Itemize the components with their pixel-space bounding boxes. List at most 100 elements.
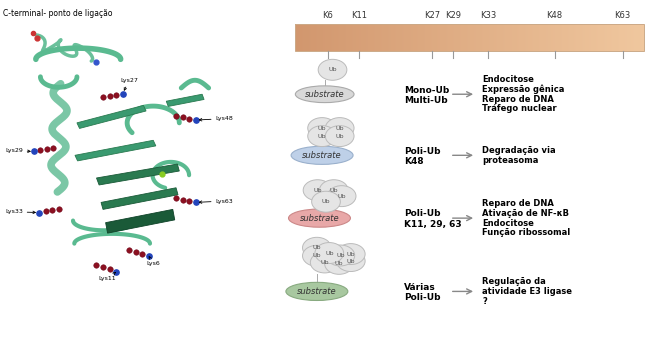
Text: Ub: Ub xyxy=(312,245,321,250)
Bar xyxy=(529,24,531,51)
Text: K29: K29 xyxy=(445,11,462,20)
Bar xyxy=(312,24,314,51)
Bar xyxy=(456,24,458,51)
Bar xyxy=(624,24,625,51)
Bar xyxy=(571,24,572,51)
Bar xyxy=(525,24,526,51)
Text: Multi-Ub: Multi-Ub xyxy=(404,96,448,105)
Bar xyxy=(636,24,638,51)
Bar xyxy=(355,24,357,51)
Ellipse shape xyxy=(318,59,347,80)
Bar xyxy=(325,24,326,51)
Text: Ub: Ub xyxy=(334,261,344,266)
Ellipse shape xyxy=(336,251,365,272)
Bar xyxy=(626,24,627,51)
Ellipse shape xyxy=(325,253,353,274)
Bar xyxy=(446,24,447,51)
Bar xyxy=(560,24,561,51)
Polygon shape xyxy=(166,94,204,106)
Bar xyxy=(367,24,368,51)
Bar xyxy=(384,24,385,51)
Bar xyxy=(539,24,540,51)
Bar xyxy=(577,24,578,51)
Bar xyxy=(590,24,591,51)
Bar xyxy=(535,24,537,51)
Bar xyxy=(501,24,503,51)
Bar xyxy=(514,24,516,51)
Ellipse shape xyxy=(291,146,353,164)
Bar xyxy=(619,24,620,51)
Text: Ub: Ub xyxy=(321,199,331,204)
Bar xyxy=(480,24,481,51)
Bar xyxy=(483,24,484,51)
Text: Reparo de DNA: Reparo de DNA xyxy=(482,95,554,104)
Bar xyxy=(555,24,556,51)
Text: Lys63: Lys63 xyxy=(200,199,233,203)
Bar xyxy=(469,24,470,51)
Bar xyxy=(503,24,504,51)
Bar xyxy=(319,24,320,51)
Bar xyxy=(323,24,324,51)
Bar xyxy=(412,24,413,51)
Text: proteasoma: proteasoma xyxy=(482,156,539,165)
Bar xyxy=(335,24,336,51)
Bar xyxy=(526,24,527,51)
Bar xyxy=(458,24,460,51)
Text: K48: K48 xyxy=(546,11,563,20)
Bar xyxy=(396,24,397,51)
Bar xyxy=(621,24,623,51)
Bar xyxy=(537,24,538,51)
Bar xyxy=(505,24,507,51)
Bar xyxy=(317,24,318,51)
Bar xyxy=(375,24,376,51)
Ellipse shape xyxy=(336,244,365,265)
Bar xyxy=(340,24,341,51)
Bar xyxy=(600,24,602,51)
Bar xyxy=(561,24,562,51)
Bar xyxy=(295,24,296,51)
Bar xyxy=(485,24,486,51)
Bar xyxy=(376,24,378,51)
Bar xyxy=(397,24,398,51)
Bar xyxy=(348,24,349,51)
Bar xyxy=(346,24,347,51)
Bar xyxy=(431,24,432,51)
Bar xyxy=(490,24,491,51)
Bar xyxy=(334,24,335,51)
Bar xyxy=(421,24,422,51)
Bar xyxy=(362,24,363,51)
Bar xyxy=(405,24,406,51)
Bar xyxy=(629,24,630,51)
Bar xyxy=(308,24,310,51)
Text: Mono-Ub: Mono-Ub xyxy=(404,86,449,95)
Bar xyxy=(430,24,431,51)
Text: Ub: Ub xyxy=(346,252,355,257)
Bar xyxy=(324,24,325,51)
Bar xyxy=(523,24,524,51)
Text: K11, 29, 63: K11, 29, 63 xyxy=(404,220,462,229)
Bar xyxy=(411,24,412,51)
Bar xyxy=(333,24,334,51)
Bar xyxy=(347,24,348,51)
Bar xyxy=(445,24,446,51)
Bar xyxy=(442,24,443,51)
Bar xyxy=(448,24,449,51)
Bar xyxy=(639,24,640,51)
Ellipse shape xyxy=(310,252,339,273)
Bar xyxy=(509,24,510,51)
Text: K11: K11 xyxy=(351,11,367,20)
Text: Ub: Ub xyxy=(313,188,322,193)
Bar xyxy=(366,24,367,51)
Ellipse shape xyxy=(327,186,356,207)
Bar xyxy=(462,24,464,51)
Bar xyxy=(368,24,369,51)
Text: C-terminal- ponto de ligação: C-terminal- ponto de ligação xyxy=(3,9,113,18)
Ellipse shape xyxy=(325,118,354,139)
Bar xyxy=(578,24,580,51)
Bar xyxy=(608,24,609,51)
Text: Lys48: Lys48 xyxy=(200,116,233,121)
Bar xyxy=(495,24,496,51)
Bar xyxy=(476,24,477,51)
Bar xyxy=(641,24,642,51)
Bar xyxy=(568,24,569,51)
